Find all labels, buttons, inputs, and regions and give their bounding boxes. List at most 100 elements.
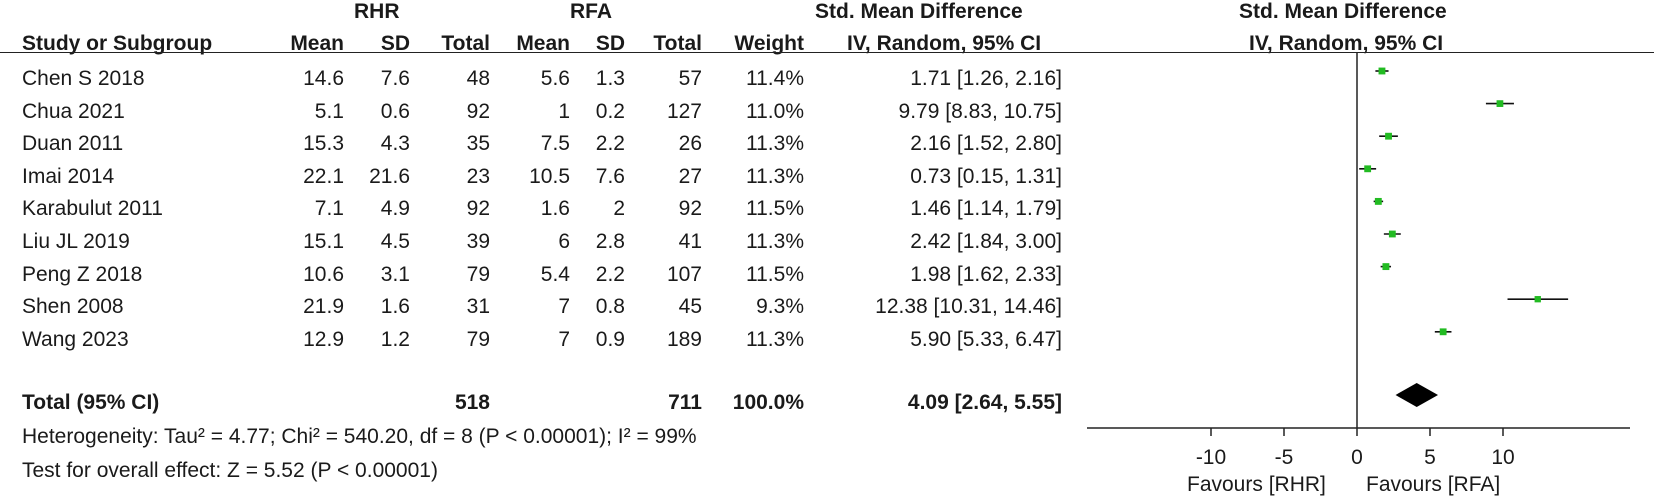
study-marker — [1439, 328, 1447, 336]
study-name: Liu JL 2019 — [22, 230, 130, 253]
total1-cell: 31 — [466, 295, 490, 319]
weight-header: Weight — [734, 32, 804, 55]
total-n1: 518 — [454, 391, 490, 414]
sd1-header: SD — [380, 32, 410, 55]
mean2-cell: 7.5 — [540, 132, 570, 156]
mean1-cell: 12.9 — [303, 327, 344, 351]
total1-cell: 48 — [466, 67, 490, 90]
header-rule — [0, 52, 1654, 53]
ci-cell: 9.79 [8.83, 10.75] — [898, 99, 1062, 123]
sd1-cell: 4.5 — [380, 230, 410, 253]
ci-cell: 5.90 [5.33, 6.47] — [910, 327, 1062, 351]
group2-header: RFA — [570, 0, 612, 23]
sd1-cell: 21.6 — [369, 164, 410, 188]
study-marker — [1388, 230, 1396, 238]
study-column-header: Study or Subgroup — [22, 32, 213, 55]
total1-cell: 92 — [466, 99, 490, 123]
mean2-header: Mean — [516, 32, 570, 55]
total1-cell: 23 — [466, 164, 490, 188]
sd1-cell: 7.6 — [380, 67, 410, 90]
ci-cell: 12.38 [10.31, 14.46] — [875, 295, 1062, 319]
total2-cell: 189 — [666, 327, 702, 351]
x-tick-label: -5 — [1275, 446, 1294, 469]
ci-cell: 1.98 [1.62, 2.33] — [910, 262, 1062, 286]
x-tick-label: 5 — [1424, 446, 1436, 469]
total1-cell: 39 — [466, 230, 490, 253]
x-tick-label: -10 — [1196, 446, 1226, 469]
mean2-cell: 7 — [558, 295, 570, 319]
total1-header: Total — [441, 32, 490, 55]
ci-cell: 1.71 [1.26, 2.16] — [910, 67, 1062, 90]
pooled-diamond — [1395, 383, 1439, 407]
study-name: Duan 2011 — [22, 132, 124, 156]
mean2-cell: 6 — [558, 230, 570, 253]
mean2-cell: 5.6 — [540, 67, 570, 90]
weight-cell: 9.3% — [756, 295, 804, 319]
favours-right-label: Favours [RFA] — [1366, 473, 1501, 496]
total2-cell: 41 — [678, 230, 702, 253]
weight-cell: 11.5% — [746, 262, 804, 286]
mean1-cell: 21.9 — [303, 295, 344, 319]
total-ci: 4.09 [2.64, 5.55] — [907, 391, 1062, 414]
heterogeneity-text: Heterogeneity: Tau² = 4.77; Chi² = 540.2… — [22, 425, 697, 448]
mean1-cell: 15.3 — [303, 132, 344, 156]
ci-cell: 0.73 [0.15, 1.31] — [910, 164, 1062, 188]
study-name: Chua 2021 — [22, 99, 125, 123]
study-marker — [1378, 67, 1386, 75]
mean2-cell: 5.4 — [540, 262, 570, 286]
sd2-cell: 2.2 — [595, 132, 625, 156]
sd1-cell: 1.6 — [380, 295, 410, 319]
weight-cell: 11.3% — [746, 164, 804, 188]
mean1-cell: 10.6 — [303, 262, 344, 286]
ci-cell: 2.42 [1.84, 3.00] — [910, 230, 1062, 253]
total2-cell: 27 — [678, 164, 702, 188]
group1-header: RHR — [354, 0, 400, 23]
sd1-cell: 4.9 — [380, 197, 410, 221]
sd1-cell: 3.1 — [380, 262, 410, 286]
mean1-cell: 5.1 — [314, 99, 344, 123]
sd2-cell: 2.8 — [595, 230, 625, 253]
sd1-cell: 0.6 — [380, 99, 410, 123]
study-name: Imai 2014 — [22, 164, 115, 188]
study-name: Peng Z 2018 — [22, 262, 143, 286]
total-label: Total (95% CI) — [22, 391, 160, 414]
total-n2: 711 — [668, 391, 702, 414]
mean2-cell: 7 — [558, 327, 570, 351]
plot-method-header: IV, Random, 95% CI — [1249, 32, 1444, 55]
mean2-cell: 1 — [558, 99, 570, 123]
total-weight: 100.0% — [732, 391, 804, 414]
x-tick-label: 0 — [1351, 446, 1363, 469]
mean1-cell: 15.1 — [303, 230, 344, 253]
study-name: Shen 2008 — [22, 295, 124, 319]
weight-cell: 11.4% — [746, 67, 804, 90]
sd2-cell: 1.3 — [595, 67, 625, 90]
sd1-cell: 1.2 — [380, 327, 410, 351]
mean1-cell: 14.6 — [303, 67, 344, 90]
sd2-cell: 2.2 — [595, 262, 625, 286]
total2-cell: 26 — [678, 132, 702, 156]
weight-cell: 11.3% — [746, 132, 804, 156]
total2-cell: 92 — [678, 197, 702, 221]
total1-cell: 79 — [466, 262, 490, 286]
study-marker — [1496, 100, 1504, 107]
x-tick-label: 10 — [1491, 446, 1514, 469]
mean2-cell: 1.6 — [540, 197, 570, 221]
study-marker — [1374, 197, 1382, 205]
total1-cell: 92 — [466, 197, 490, 221]
effect-title-header: Std. Mean Difference — [815, 0, 1023, 23]
mean1-cell: 22.1 — [303, 164, 344, 188]
sd2-cell: 0.8 — [595, 295, 625, 319]
mean2-cell: 10.5 — [529, 164, 570, 188]
weight-cell: 11.3% — [746, 230, 804, 253]
total2-header: Total — [653, 32, 702, 55]
mean1-header: Mean — [290, 32, 344, 55]
study-marker — [1382, 263, 1390, 271]
study-name: Karabulut 2011 — [22, 197, 163, 221]
total2-cell: 45 — [678, 295, 702, 319]
sd2-cell: 0.9 — [595, 327, 625, 351]
method-header: IV, Random, 95% CI — [847, 32, 1042, 55]
total1-cell: 79 — [466, 327, 490, 351]
total2-cell: 107 — [666, 262, 702, 286]
sd2-cell: 2 — [613, 197, 625, 221]
